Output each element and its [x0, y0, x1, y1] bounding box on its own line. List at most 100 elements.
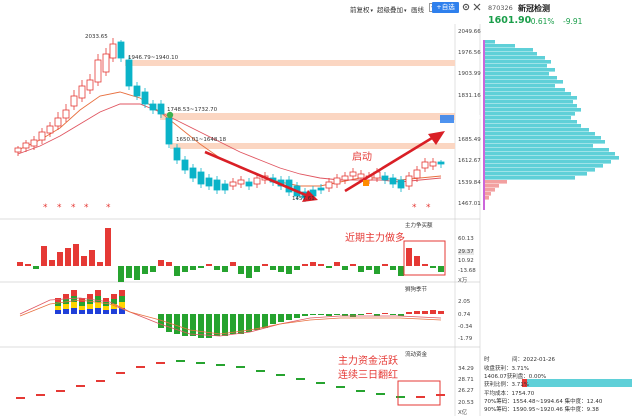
capital-flow-step	[256, 370, 265, 372]
info-profit-pct: 获利比例：3.71%	[484, 382, 529, 388]
candle-up	[22, 142, 30, 149]
season-bar-down	[334, 314, 340, 315]
info-profit-ratio: 收盘获利：3.71%	[484, 366, 529, 372]
candle-down	[157, 103, 165, 115]
main-force-bar-up	[382, 264, 388, 266]
main-force-bar-down	[254, 266, 260, 272]
candle-down	[173, 147, 181, 161]
candle-down	[117, 41, 125, 59]
season-histogram	[55, 290, 444, 338]
season-stack-segment	[95, 290, 101, 296]
candle-up	[54, 117, 62, 127]
profile-bar	[485, 96, 577, 100]
info-chip90: 90%筹码：1590.95~1920.46 集中度：9.38	[484, 407, 599, 413]
main-force-bar-down	[270, 266, 276, 270]
capital-flow-step	[136, 366, 145, 368]
main-force-bar-up	[334, 262, 340, 266]
main-force-bar-up	[49, 260, 55, 266]
capital-flow-step	[416, 396, 425, 398]
profile-bar	[485, 124, 581, 128]
low-price-label: 1457.61	[292, 196, 315, 202]
forward-adjust-menu[interactable]: 前复权▾	[350, 4, 373, 14]
forward-adjust-label: 前复权	[350, 6, 370, 14]
candle-up	[38, 131, 46, 141]
capital-flow-step	[176, 360, 185, 362]
start-annotation: 启动	[352, 152, 372, 163]
band3-label: 1650.01~1648.18	[176, 137, 227, 143]
main-force-bar-up	[105, 228, 111, 266]
info-time-label: 时	[484, 357, 490, 363]
season-stack-segment	[55, 306, 61, 310]
profile-bar-red	[485, 184, 499, 188]
candle-up	[102, 53, 110, 73]
panel2-title: 狮狗季节	[405, 287, 428, 293]
candle-down	[141, 91, 149, 105]
main-force-bar-down	[374, 266, 380, 274]
main-force-bar-down	[286, 266, 292, 274]
main-force-bar-down	[366, 266, 372, 270]
main-force-bar-down	[294, 266, 300, 270]
stock-price: 1601.90	[488, 15, 532, 26]
highlight-box-2	[397, 380, 441, 406]
main-force-bar-down	[430, 266, 436, 268]
trend-arrow-up	[344, 131, 445, 193]
profile-bar	[485, 100, 573, 104]
main-force-bar-down	[438, 266, 444, 272]
season-stack-segment	[95, 308, 101, 314]
season-bar-up	[414, 311, 420, 314]
close-icon[interactable]	[473, 3, 481, 11]
season-stack-segment	[119, 308, 125, 314]
season-stack-segment	[103, 302, 109, 306]
star-marker: *	[106, 203, 111, 213]
capital-flow-step	[396, 396, 405, 398]
candle-down	[397, 179, 405, 189]
panel1-axis-label: 60.13	[458, 236, 474, 242]
candle-up	[429, 161, 437, 167]
star-marker: *	[71, 203, 76, 213]
profile-bar	[485, 168, 595, 172]
profile-bar	[485, 152, 615, 156]
draw-line-button[interactable]: 画线	[411, 6, 424, 14]
season-stack-segment	[79, 302, 85, 306]
highlight-box-1	[403, 240, 446, 276]
main-force-bar-up	[310, 262, 316, 266]
candle-down	[181, 159, 189, 171]
highlight-price-marker	[440, 115, 454, 123]
main-force-bar-up	[97, 262, 103, 266]
price-axis-label: 1612.67	[458, 158, 481, 164]
super-overlay-label: 超级叠加	[377, 6, 403, 14]
season-stack-segment	[95, 296, 101, 302]
main-force-bar-down	[246, 266, 252, 278]
season-bar-down	[294, 314, 300, 318]
gear-icon[interactable]	[462, 3, 470, 11]
profile-bar	[485, 156, 619, 160]
panel3-axis-label: 34.29	[458, 366, 474, 372]
candle-down	[381, 175, 389, 181]
signal-marker-orange	[363, 180, 369, 186]
season-stack-segment	[55, 298, 61, 302]
capital-flow-step	[376, 393, 385, 395]
main-force-bar-down	[182, 266, 188, 272]
season-stack-segment	[71, 302, 77, 308]
season-line-1	[19, 297, 442, 337]
profile-bar	[485, 80, 563, 84]
season-bar-down	[302, 314, 308, 316]
trend-arrow-down	[204, 150, 318, 202]
season-stack-segment	[71, 290, 77, 296]
season-bar-up	[406, 312, 412, 314]
profile-bar	[485, 48, 533, 52]
season-bar-down	[342, 314, 348, 316]
season-stack-segment	[119, 302, 125, 308]
price-axis-label: 1539.84	[458, 180, 481, 186]
add-watchlist-button[interactable]: +自选	[432, 2, 459, 13]
capital-flow-step	[276, 374, 285, 376]
season-bar-down	[238, 314, 244, 334]
candle-up	[237, 179, 245, 185]
season-stack-segment	[119, 296, 125, 302]
band1-label: 1946.79~1940.10	[128, 55, 179, 61]
super-overlay-menu[interactable]: 超级叠加▾	[377, 4, 407, 14]
season-bar-up	[438, 311, 444, 314]
profile-bar	[485, 136, 601, 140]
profile-bar-red	[485, 196, 489, 200]
